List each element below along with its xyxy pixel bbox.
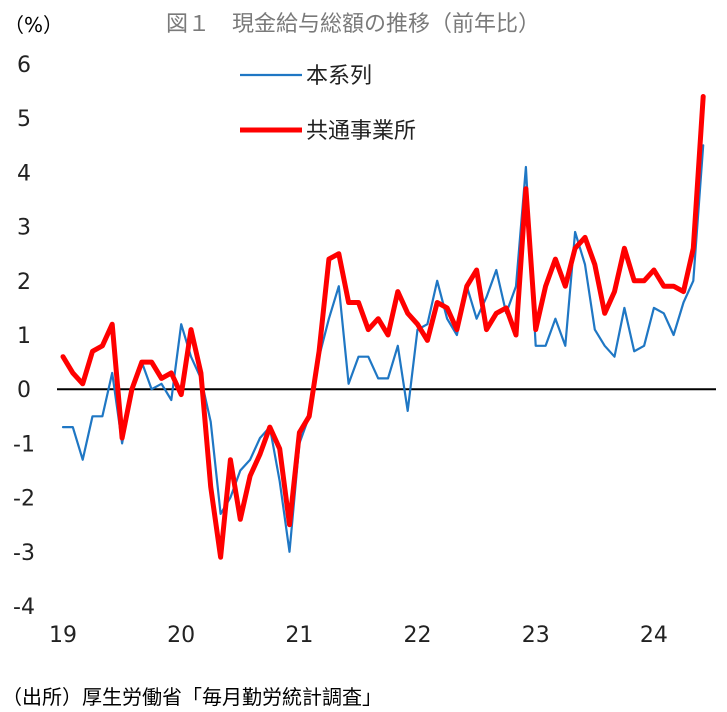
y-tick-label: 6 (17, 53, 31, 78)
y-axis-unit: （%） (4, 13, 63, 37)
series-line-2 (60, 94, 706, 560)
x-tick-label: 22 (404, 623, 432, 648)
y-tick-label: 4 (17, 161, 31, 186)
x-tick-label: 21 (285, 623, 313, 648)
source-note: （出所）厚生労働省「毎月勤労統計調査」 (2, 685, 382, 709)
x-tick-label: 20 (167, 623, 195, 648)
chart-title: 図１ 現金給与総額の推移（前年比） (166, 12, 540, 37)
legend-label: 本系列 (306, 64, 372, 89)
y-tick-label: -2 (13, 487, 35, 512)
y-tick-label: 5 (17, 107, 31, 132)
y-tick-label: 0 (17, 378, 31, 403)
y-tick-label: 3 (17, 216, 31, 241)
x-tick-label: 24 (640, 623, 668, 648)
y-tick-label: -1 (13, 432, 35, 457)
x-tick-label: 23 (522, 623, 550, 648)
y-tick-label: -3 (13, 541, 35, 566)
legend-label: 共通事業所 (306, 119, 416, 144)
y-tick-label: -4 (13, 595, 35, 620)
x-tick-label: 19 (49, 623, 77, 648)
y-tick-label: 2 (17, 270, 31, 295)
y-axis-ticks: 6 5 4 3 2 1 0 -1 -2 -3 -4 (13, 53, 35, 620)
x-axis-ticks: 19 20 21 22 23 24 (49, 623, 668, 648)
series-line-1 (61, 144, 705, 553)
y-tick-label: 1 (17, 324, 31, 349)
series-layer (60, 94, 706, 560)
